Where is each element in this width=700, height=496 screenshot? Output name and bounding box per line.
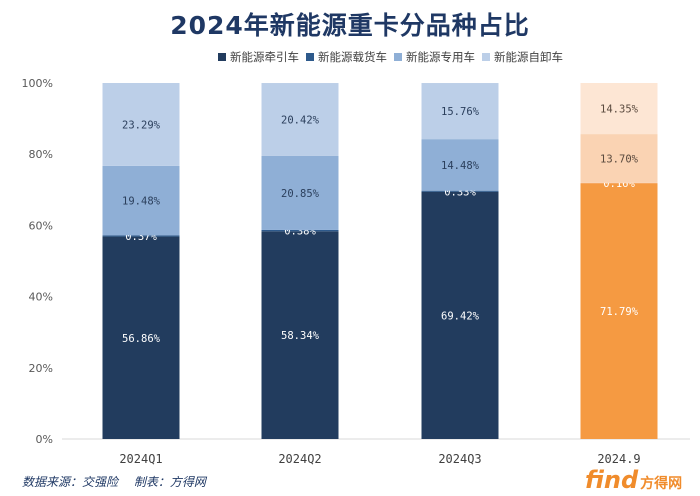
source-data-label: 数据来源：交强险	[22, 475, 119, 489]
bar-segment	[421, 190, 499, 192]
bar-segment	[102, 83, 180, 166]
watermark-logo: find 方得网	[585, 466, 682, 494]
bar-segment	[580, 183, 658, 439]
data-label: 23.29%	[122, 119, 161, 131]
bar-segment	[261, 231, 339, 439]
y-tick-label: 100%	[22, 77, 53, 90]
legend-label-cargo: 新能源载货车	[318, 50, 387, 64]
bar-segment	[421, 191, 499, 439]
legend-swatch-tractor	[218, 53, 226, 61]
category-label: 2024.9	[597, 452, 640, 466]
bar-segment	[580, 83, 658, 135]
bar-segment	[580, 134, 658, 183]
data-label: 15.76%	[441, 106, 480, 118]
legend-item-cargo: 新能源载货车	[306, 49, 387, 65]
data-label: 69.42%	[441, 310, 480, 322]
data-label: 14.35%	[600, 104, 639, 116]
category-label: 2024Q2	[278, 452, 321, 466]
data-label: 20.85%	[281, 188, 320, 200]
bar-segment	[261, 155, 339, 230]
bar-segment	[102, 236, 180, 439]
y-tick-label: 60%	[29, 219, 53, 232]
watermark-brand: find	[585, 466, 639, 494]
bar-segment	[261, 229, 339, 232]
watermark-cn: 方得网	[640, 476, 683, 492]
y-tick-label: 0%	[36, 433, 53, 446]
y-tick-label: 40%	[29, 291, 53, 304]
data-label: 58.34%	[281, 330, 320, 342]
category-label: 2024Q3	[438, 452, 481, 466]
legend-swatch-cargo	[306, 53, 314, 61]
chart-title: 2024年新能源重卡分品种占比	[170, 11, 530, 40]
data-label: 19.48%	[122, 196, 161, 208]
legend-label-dump: 新能源自卸车	[494, 50, 563, 64]
bar-segment	[421, 83, 499, 140]
bar-segment	[102, 165, 180, 236]
bar-segment	[580, 182, 658, 184]
y-tick-label: 80%	[29, 148, 53, 161]
bar-segment	[261, 83, 339, 156]
data-label: 13.70%	[600, 153, 639, 165]
y-tick-label: 20%	[29, 362, 53, 375]
category-label: 2024Q1	[119, 452, 162, 466]
source-note: 数据来源：交强险 制表：方得网	[22, 473, 206, 490]
legend-label-tractor: 新能源牵引车	[230, 50, 299, 64]
data-label: 14.48%	[441, 160, 480, 172]
legend-label-special: 新能源专用车	[406, 50, 475, 64]
bar-segment	[102, 235, 180, 237]
data-label: 20.42%	[281, 114, 320, 126]
legend-swatch-special	[394, 53, 402, 61]
legend-item-tractor: 新能源牵引车	[218, 49, 299, 65]
legend-item-special: 新能源专用车	[394, 49, 475, 65]
data-label: 71.79%	[600, 306, 639, 318]
legend-item-dump: 新能源自卸车	[482, 49, 563, 65]
legend: 新能源牵引车 新能源载货车 新能源专用车 新能源自卸车	[218, 49, 563, 65]
legend-swatch-dump	[482, 53, 490, 61]
source-made-label: 制表：方得网	[133, 475, 206, 489]
bar-segment	[421, 139, 499, 191]
data-label: 56.86%	[122, 333, 161, 345]
